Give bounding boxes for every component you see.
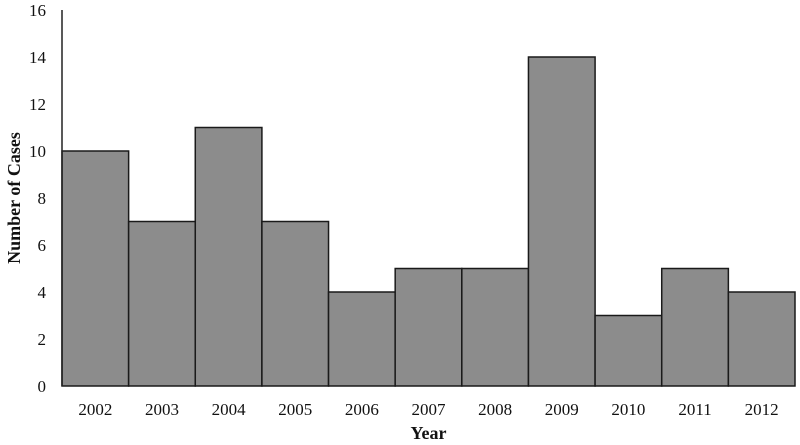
x-tick-label: 2007: [412, 400, 447, 419]
y-tick-label: 12: [29, 95, 46, 114]
y-tick-label: 2: [38, 330, 47, 349]
x-tick-label: 2002: [78, 400, 112, 419]
y-tick-label: 6: [38, 236, 47, 255]
x-tick-label: 2012: [745, 400, 779, 419]
bar-2006: [327, 291, 396, 387]
x-tick-label: 2009: [545, 400, 579, 419]
bar-2004: [194, 126, 263, 387]
bar-2002: [61, 150, 130, 387]
x-tick-label: 2008: [478, 400, 512, 419]
x-tick-label: 2006: [345, 400, 379, 419]
y-tick-label: 0: [38, 377, 47, 396]
bar-2009: [527, 56, 596, 387]
y-tick-label: 4: [38, 283, 47, 302]
bar-2003: [127, 220, 197, 387]
x-tick-label: 2011: [678, 400, 711, 419]
x-tick-label: 2004: [212, 400, 247, 419]
bar-2012: [727, 291, 796, 387]
y-tick-label: 10: [29, 142, 46, 161]
y-tick-label: 8: [38, 189, 47, 208]
x-axis-title: Year: [411, 423, 447, 443]
bar-2008: [461, 267, 530, 387]
y-axis-title: Number of Cases: [4, 132, 24, 264]
x-tick-label: 2005: [278, 400, 312, 419]
y-tick-labels: 0 2 4 6 8 10 12 14 16: [29, 1, 47, 396]
bar-2011: [660, 267, 730, 387]
x-tick-label: 2010: [611, 400, 645, 419]
bar-2005: [261, 220, 330, 387]
y-tick-label: 16: [29, 1, 46, 20]
x-tick-label: 2003: [145, 400, 179, 419]
y-tick-label: 14: [29, 48, 47, 67]
x-tick-labels: 2002 2003 2004 2005 2006 2007 2008 2009 2010 2011…: [78, 400, 778, 419]
bar-2007: [394, 267, 463, 387]
bars-group: [61, 56, 796, 387]
bar-2010: [594, 314, 663, 387]
